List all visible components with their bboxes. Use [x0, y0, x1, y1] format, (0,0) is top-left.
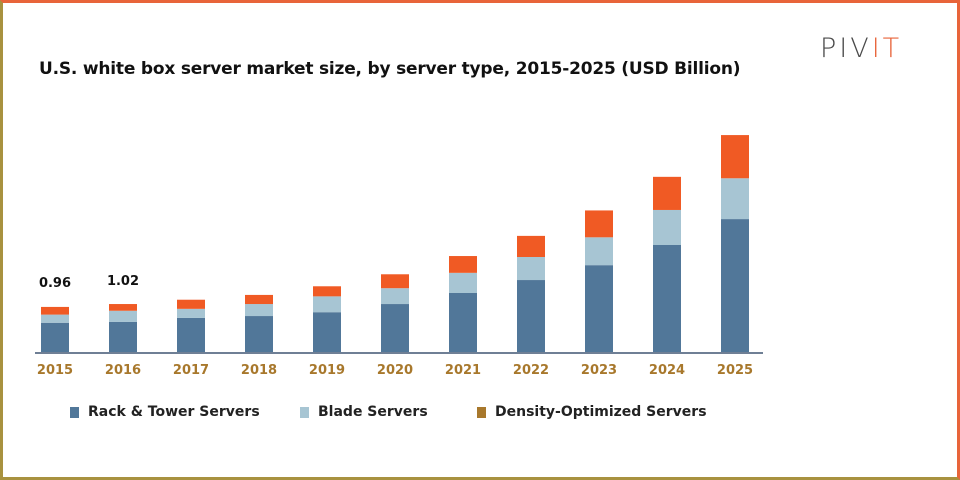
bar-segment-2023-0 — [585, 265, 613, 353]
bar-segment-2021-2 — [449, 256, 477, 273]
bar-segment-2025-1 — [721, 178, 749, 220]
x-tick-label: 2015 — [37, 363, 73, 378]
x-tick-label: 2020 — [377, 363, 413, 378]
bar-segment-2021-0 — [449, 293, 477, 353]
bar-segment-2025-0 — [721, 219, 749, 353]
x-tick-label: 2021 — [445, 363, 481, 378]
bar-segment-2019-1 — [313, 296, 341, 313]
x-tick-label: 2023 — [581, 363, 617, 378]
bar-segment-2015-2 — [41, 306, 69, 315]
chart-title: U.S. white box server market size, by se… — [39, 59, 741, 79]
x-tick-label: 2016 — [105, 363, 141, 378]
legend-swatch — [300, 406, 309, 418]
legend-item-rack-tower: Rack & Tower Servers — [70, 404, 300, 420]
x-tick-label: 2025 — [717, 363, 753, 378]
bar-segment-2020-1 — [381, 288, 409, 305]
bar-segment-2019-0 — [313, 312, 341, 353]
legend: Rack & Tower Servers Blade Servers Densi… — [70, 404, 707, 420]
x-tick-label: 2017 — [173, 363, 209, 378]
legend-item-density-optimized: Density-Optimized Servers — [477, 404, 707, 420]
bar-segment-2017-2 — [177, 299, 205, 309]
legend-item-blade: Blade Servers — [300, 404, 477, 420]
bar-segment-2015-1 — [41, 314, 69, 323]
bar-segment-2024-2 — [653, 176, 681, 210]
bar-segment-2020-0 — [381, 304, 409, 353]
bar-segment-2017-0 — [177, 317, 205, 353]
x-tick-label: 2024 — [649, 363, 685, 378]
bar-segment-2019-2 — [313, 286, 341, 297]
bar-segment-2025-2 — [721, 135, 749, 179]
data-label: 0.96 — [39, 276, 71, 291]
x-tick-label: 2019 — [309, 363, 345, 378]
bar-segment-2016-2 — [109, 304, 137, 311]
bar-segment-2018-0 — [245, 316, 273, 353]
legend-swatch — [70, 406, 79, 418]
bar-segment-2021-1 — [449, 272, 477, 293]
bar-segment-2018-2 — [245, 294, 273, 305]
bar-segment-2022-1 — [517, 257, 545, 281]
bar-segment-2016-0 — [109, 321, 137, 353]
legend-swatch — [477, 406, 486, 418]
x-tick-label: 2022 — [513, 363, 549, 378]
bar-segment-2017-1 — [177, 308, 205, 318]
bar-segment-2020-2 — [381, 274, 409, 289]
x-tick-label: 2018 — [241, 363, 277, 378]
bar-segment-2022-0 — [517, 280, 545, 353]
bar-segment-2022-2 — [517, 235, 545, 257]
bar-segment-2016-1 — [109, 310, 137, 322]
bar-segment-2023-1 — [585, 237, 613, 266]
bar-segment-2015-0 — [41, 322, 69, 353]
bar-segment-2023-2 — [585, 210, 613, 238]
bar-segment-2024-0 — [653, 245, 681, 353]
bar-segment-2018-1 — [245, 304, 273, 317]
data-label: 1.02 — [107, 274, 139, 289]
bar-segment-2024-1 — [653, 209, 681, 245]
pivit-logo: PIVIT — [820, 33, 903, 64]
